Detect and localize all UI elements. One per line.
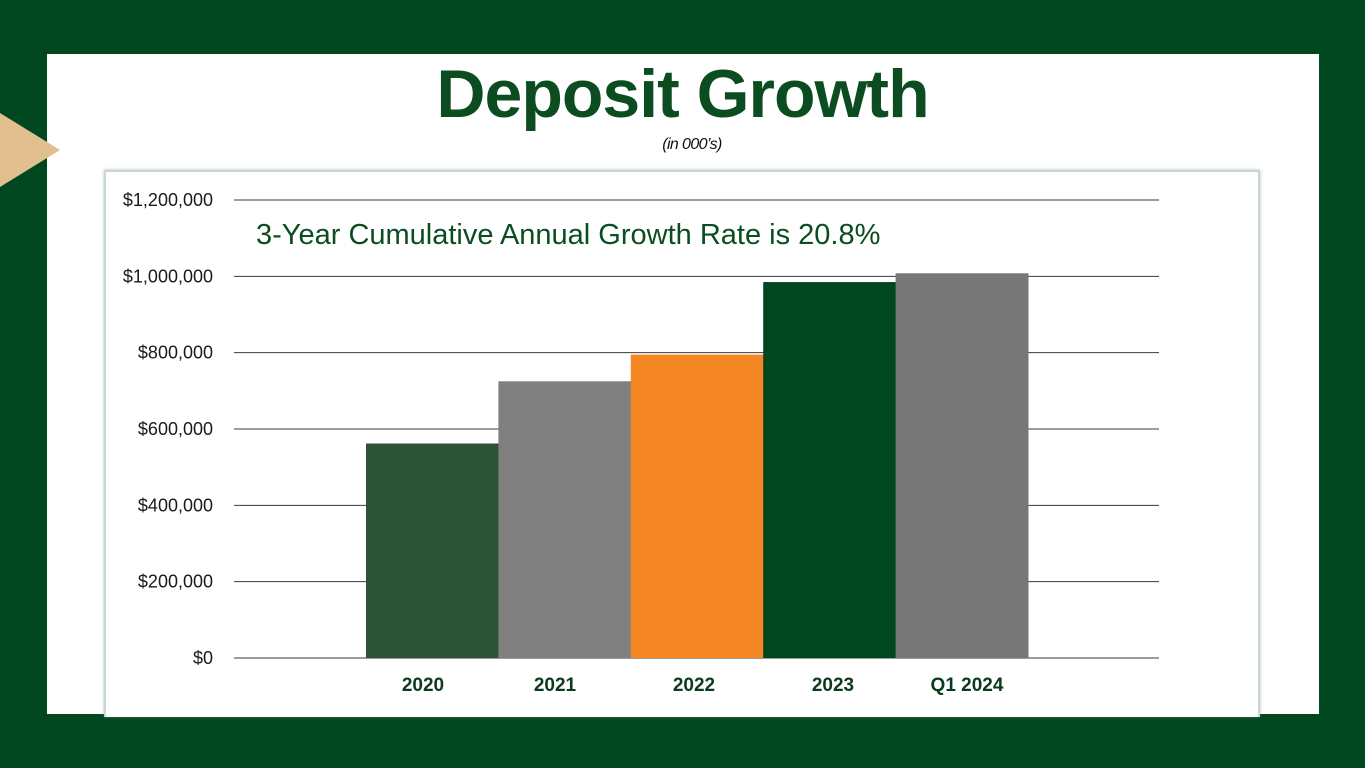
y-tick-label: $1,000,000	[123, 266, 213, 286]
x-tick-label: 2020	[402, 675, 444, 696]
bar-2021	[498, 381, 632, 658]
page-subtitle: (in 000’s)	[662, 136, 722, 153]
x-tick-label: 2022	[673, 675, 715, 696]
bar-2022	[630, 354, 764, 658]
y-tick-label: $400,000	[138, 495, 213, 515]
decorative-arrow-icon	[0, 113, 60, 187]
y-tick-label: $800,000	[138, 343, 213, 363]
x-tick-label: Q1 2024	[931, 675, 1004, 696]
x-tick-label: 2021	[534, 675, 577, 696]
y-axis-ticks: $0 $200,000 $400,000 $600,000 $800,000 $1,000…	[123, 190, 213, 668]
chart-annotation: 3-Year Cumulative Annual Growth Rate is …	[256, 219, 880, 251]
bar-2023	[763, 282, 897, 658]
bar-2020	[366, 443, 499, 658]
x-tick-label: 2023	[812, 675, 854, 696]
y-tick-label: $600,000	[138, 419, 213, 439]
y-tick-label: $200,000	[138, 572, 213, 592]
bars	[366, 273, 1029, 658]
bar-q1-2024	[895, 273, 1029, 658]
page-title: Deposit Growth	[436, 56, 929, 132]
x-axis-ticks: 2020 2021 2022 2023 Q1 2024	[402, 675, 1004, 696]
y-tick-label: $0	[193, 648, 213, 668]
y-tick-label: $1,200,000	[123, 190, 213, 210]
